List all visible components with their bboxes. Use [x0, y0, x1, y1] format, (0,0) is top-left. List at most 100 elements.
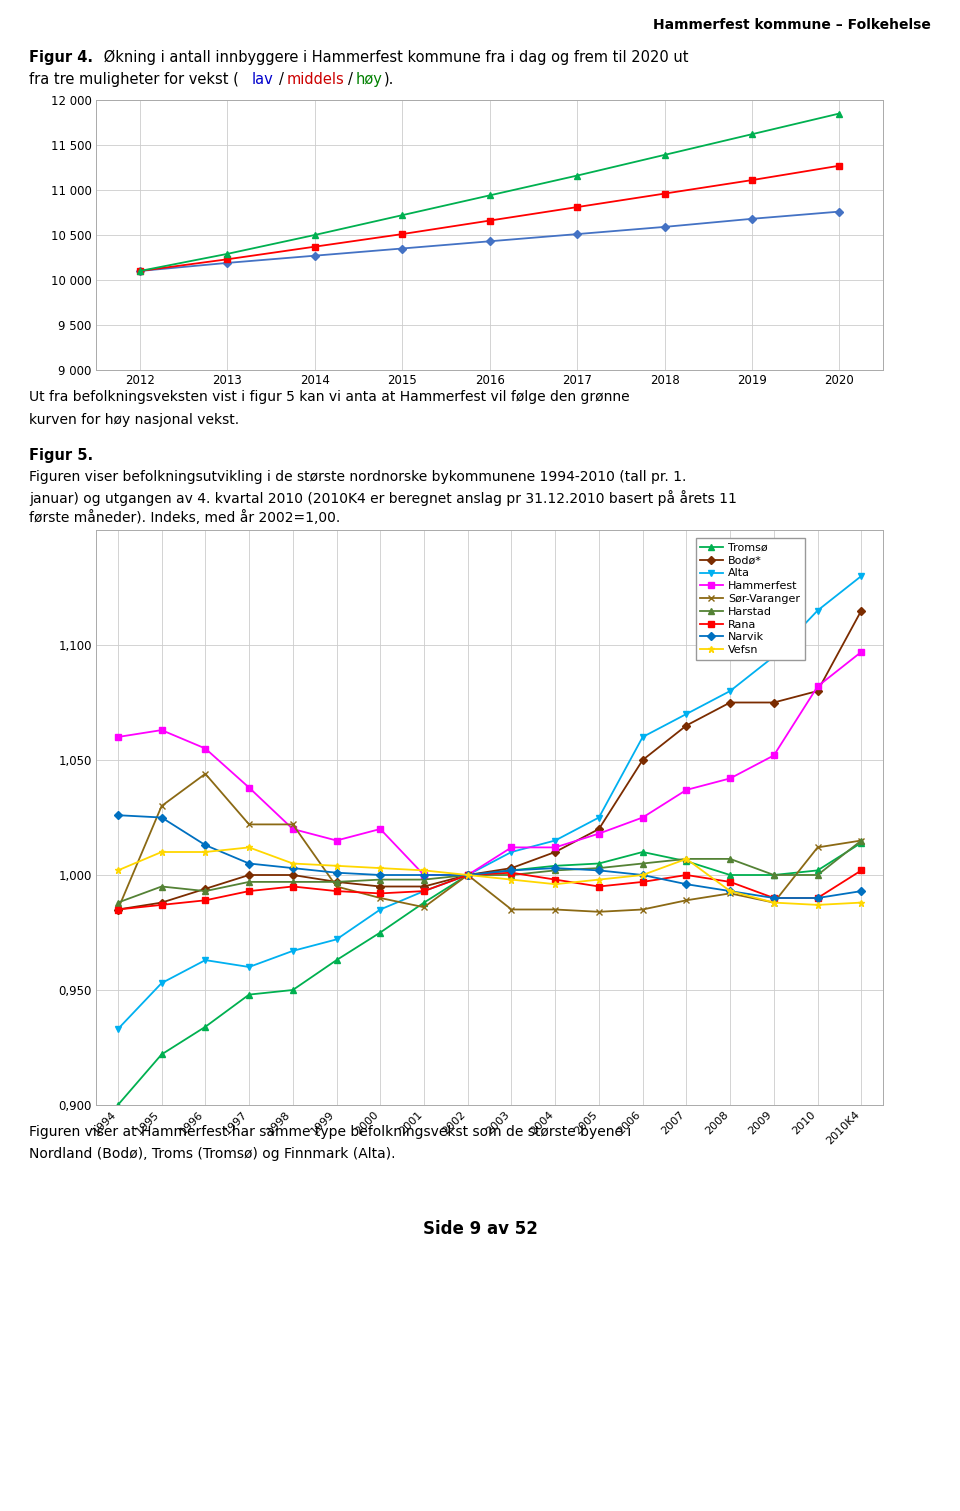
Rana: [768, 888, 780, 907]
Text: kurven for høy nasjonal vekst.: kurven for høy nasjonal vekst.: [29, 413, 239, 428]
Harstad: [112, 893, 124, 911]
Rana: [725, 873, 736, 891]
Bodø*: [374, 878, 386, 896]
Vefsn: [681, 849, 692, 867]
Sør-Varanger: [287, 816, 299, 834]
Sør-Varanger: [506, 901, 517, 919]
Alta: [112, 1020, 124, 1038]
Rana: [506, 864, 517, 882]
Narvik: [243, 854, 254, 872]
Tromsø: [855, 834, 867, 852]
Tromsø: [462, 866, 473, 884]
Hammerfest: [636, 808, 648, 827]
Tromsø: [506, 861, 517, 879]
Narvik: [156, 808, 167, 827]
Sør-Varanger: [331, 878, 343, 896]
Tromsø: [812, 861, 824, 879]
Narvik: [462, 866, 473, 884]
Tromsø: [768, 866, 780, 884]
Vefsn: [200, 843, 211, 861]
Alta: [593, 808, 605, 827]
Alta: [681, 706, 692, 724]
Rana: [812, 888, 824, 907]
Hammerfest: [681, 781, 692, 799]
Hammerfest: [462, 866, 473, 884]
Narvik: [200, 836, 211, 854]
Bodø*: [112, 901, 124, 919]
Line: Sør-Varanger: Sør-Varanger: [115, 771, 864, 916]
Line: Tromsø: Tromsø: [115, 840, 864, 1108]
Text: Økning i antall innbyggere i Hammerfest kommune fra i dag og frem til 2020 ut: Økning i antall innbyggere i Hammerfest …: [99, 50, 688, 65]
Vefsn: [812, 896, 824, 914]
Alta: [287, 941, 299, 959]
Tromsø: [681, 852, 692, 870]
Vefsn: [549, 875, 561, 893]
Rana: [287, 878, 299, 896]
Bodø*: [506, 860, 517, 878]
Alta: [200, 950, 211, 969]
Vefsn: [768, 893, 780, 911]
Sør-Varanger: [768, 893, 780, 911]
Tromsø: [331, 950, 343, 969]
Text: fra tre muligheter for vekst (: fra tre muligheter for vekst (: [29, 73, 239, 88]
Text: januar) og utgangen av 4. kvartal 2010 (2010K4 er beregnet anslag pr 31.12.2010 : januar) og utgangen av 4. kvartal 2010 (…: [29, 490, 736, 506]
Bodø*: [462, 866, 473, 884]
Vefsn: [636, 866, 648, 884]
Hammerfest: [200, 739, 211, 757]
Harstad: [243, 873, 254, 891]
Alta: [549, 831, 561, 849]
Bodø*: [636, 751, 648, 769]
Line: Hammerfest: Hammerfest: [115, 648, 864, 878]
Rana: [681, 866, 692, 884]
Harstad: [768, 866, 780, 884]
Line: Harstad: Harstad: [115, 837, 864, 905]
Harstad: [855, 831, 867, 849]
Hammerfest: [506, 839, 517, 857]
Rana: [156, 896, 167, 914]
Text: lav: lav: [252, 73, 274, 88]
Harstad: [200, 882, 211, 901]
Hammerfest: [156, 721, 167, 739]
Narvik: [374, 866, 386, 884]
Narvik: [593, 861, 605, 879]
Alta: [419, 882, 430, 901]
Harstad: [593, 860, 605, 878]
Vefsn: [243, 839, 254, 857]
Hammerfest: [331, 831, 343, 849]
Harstad: [419, 870, 430, 888]
Narvik: [331, 864, 343, 882]
Tromsø: [200, 1018, 211, 1037]
Hammerfest: [287, 820, 299, 839]
Text: ).: ).: [384, 73, 395, 88]
Bodø*: [812, 681, 824, 700]
Sør-Varanger: [462, 866, 473, 884]
Narvik: [855, 882, 867, 901]
Hammerfest: [374, 820, 386, 839]
Text: Nordland (Bodø), Troms (Tromsø) og Finnmark (Alta).: Nordland (Bodø), Troms (Tromsø) og Finnm…: [29, 1147, 396, 1160]
Harstad: [681, 849, 692, 867]
Hammerfest: [243, 778, 254, 796]
Vefsn: [287, 854, 299, 872]
Text: /: /: [279, 73, 284, 88]
Narvik: [681, 875, 692, 893]
Rana: [112, 901, 124, 919]
Rana: [374, 884, 386, 902]
Text: Side 9 av 52: Side 9 av 52: [422, 1219, 538, 1238]
Narvik: [287, 860, 299, 878]
Text: Figuren viser befolkningsutvikling i de største nordnorske bykommunene 1994-2010: Figuren viser befolkningsutvikling i de …: [29, 470, 686, 484]
Narvik: [725, 882, 736, 901]
Tromsø: [419, 893, 430, 911]
Rana: [593, 878, 605, 896]
Sør-Varanger: [681, 891, 692, 910]
Bodø*: [331, 873, 343, 891]
Alta: [725, 681, 736, 700]
Bodø*: [681, 716, 692, 734]
Sør-Varanger: [243, 816, 254, 834]
Harstad: [812, 866, 824, 884]
Bodø*: [855, 601, 867, 620]
Harstad: [462, 866, 473, 884]
Rana: [243, 882, 254, 901]
Text: Figur 5.: Figur 5.: [29, 447, 93, 462]
Narvik: [812, 888, 824, 907]
Vefsn: [462, 866, 473, 884]
